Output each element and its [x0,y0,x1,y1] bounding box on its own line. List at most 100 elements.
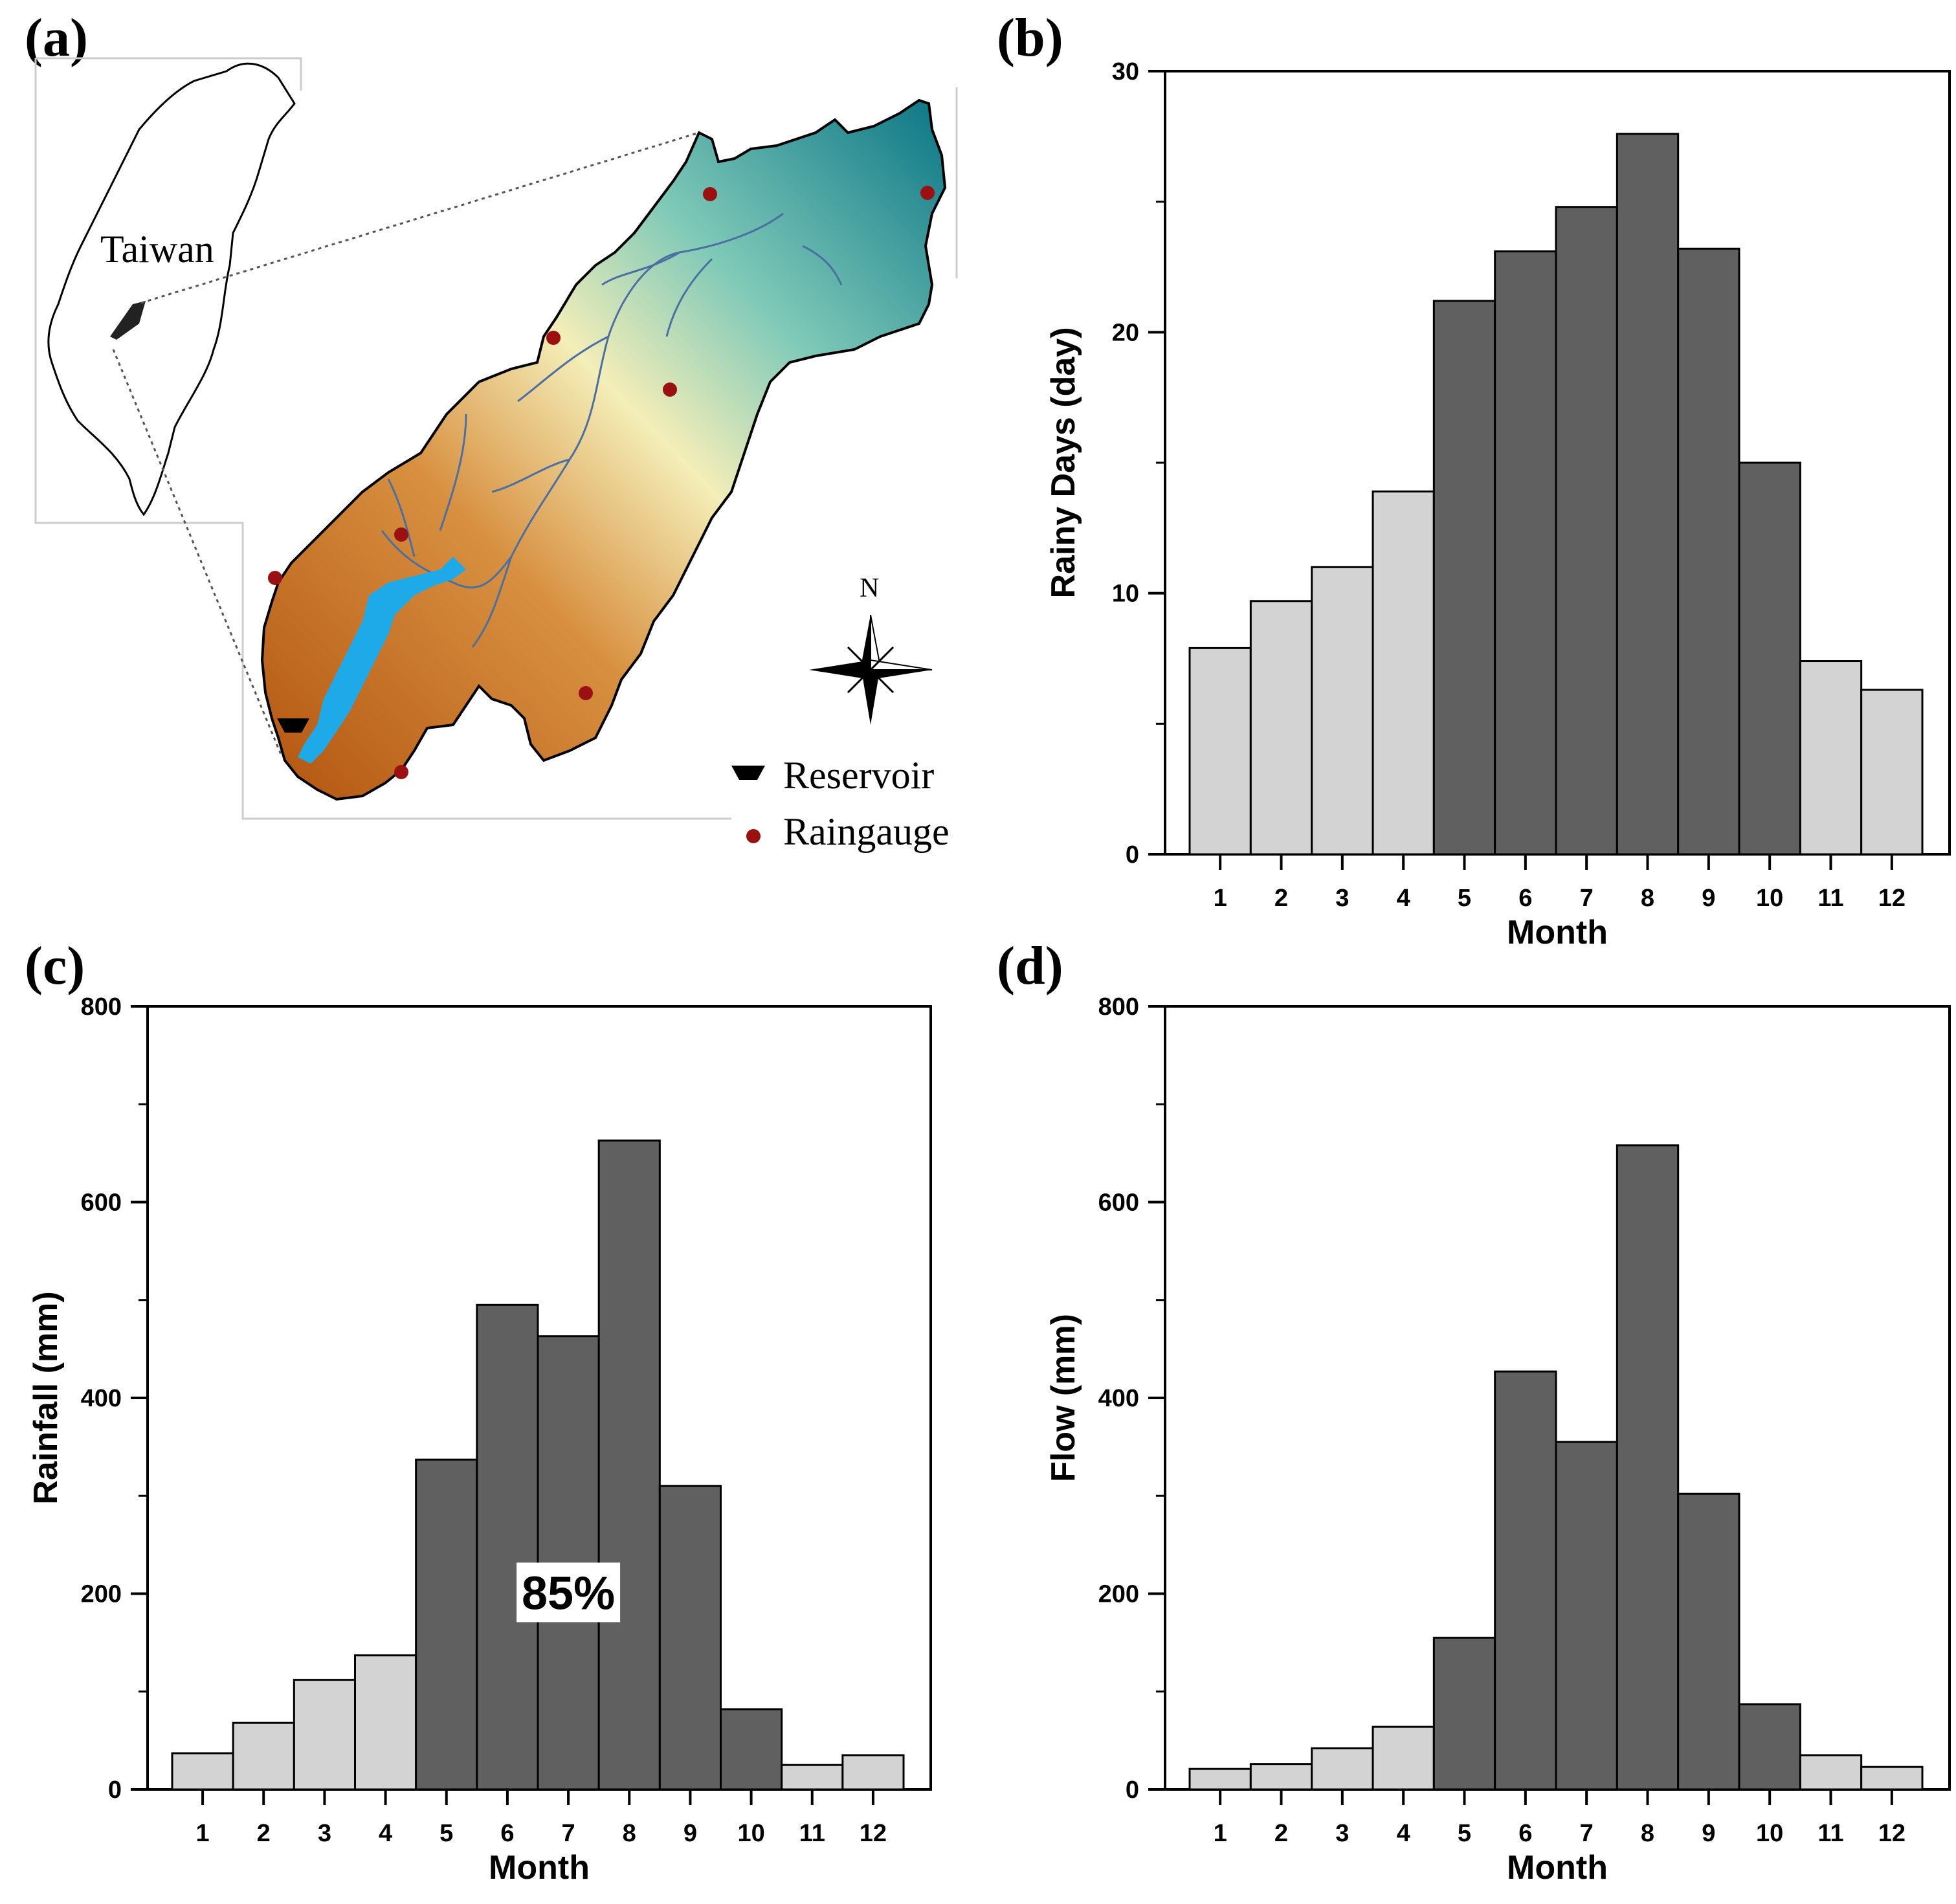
y-tick-label: 600 [1098,1190,1139,1217]
y-tick-label: 400 [81,1385,122,1412]
x-tick-label: 4 [1397,1820,1410,1847]
x-tick-label: 4 [1397,885,1410,912]
legend-raingauge-label: Raingauge [783,810,950,853]
reservoir-dam [277,718,309,733]
bar-month-11 [781,1764,844,1791]
y-tick-label: 0 [108,1777,122,1804]
watershed-dem [260,98,947,801]
inset-frame-lower [34,58,731,820]
x-tick-label: 10 [737,1820,764,1847]
bar-month-6 [1494,1370,1557,1791]
north-arrow-icon [809,614,933,725]
bar-month-5 [415,1458,478,1791]
x-tick-label: 9 [1702,1820,1715,1847]
x-tick-label: 12 [1878,885,1906,912]
x-tick-label: 12 [860,1820,887,1847]
bar-month-10 [720,1708,783,1791]
bar-month-7 [1555,206,1618,856]
bar-month-12 [1860,1766,1924,1791]
x-tick-label: 6 [1518,1820,1532,1847]
bar-month-11 [1799,1754,1863,1791]
bar-month-9 [1677,247,1740,856]
bar-month-1 [171,1752,234,1791]
taiwan-label: Taiwan [100,228,214,271]
x-tick-label: 10 [1756,1820,1783,1847]
y-tick-label: 400 [1098,1385,1139,1412]
legend-reservoir-label: Reservoir [783,754,934,797]
x-tick-label: 8 [1641,885,1654,912]
x-tick-label: 1 [1214,1820,1227,1847]
annotation-percentage: 85% [522,1568,615,1620]
x-tick-label: 9 [1702,885,1715,912]
bar-month-3 [293,1679,357,1791]
x-axis-title: Month [1507,1849,1608,1887]
panel-d-label: (d) [997,936,1063,996]
raingauge-legend-icon [746,829,761,843]
x-tick-label: 1 [196,1820,210,1847]
raingauge-point [394,765,408,779]
bar-month-4 [1372,490,1435,856]
panel-b-label: (b) [997,8,1063,68]
raingauge-point [394,527,408,542]
x-tick-label: 2 [1274,885,1288,912]
connector-line-bottom [112,349,283,757]
inset-frame [36,57,302,91]
bar-month-5 [1432,1637,1496,1791]
bar-month-6 [1494,250,1557,856]
raingauge-point [546,331,561,345]
y-tick-label: 200 [1098,1581,1139,1608]
x-tick-label: 7 [562,1820,575,1847]
x-tick-label: 3 [318,1820,331,1847]
x-axis-title: Month [1507,914,1608,951]
bar-month-9 [1677,1492,1740,1791]
bar-month-3 [1311,1747,1374,1791]
x-tick-label: 10 [1756,885,1783,912]
x-tick-label: 5 [1458,885,1471,912]
x-tick-label: 7 [1580,885,1594,912]
y-axis-title: Rainfall (mm) [27,1291,65,1504]
x-tick-label: 1 [1214,885,1227,912]
bar-month-1 [1188,1767,1252,1791]
north-label: N [860,573,879,603]
x-tick-label: 2 [257,1820,271,1847]
bar-month-8 [1616,133,1680,856]
y-tick-label: 30 [1112,58,1139,85]
x-tick-label: 7 [1580,1820,1594,1847]
y-tick-label: 800 [81,993,122,1021]
bar-month-12 [1860,689,1924,856]
y-tick-label: 800 [1098,993,1139,1021]
y-axis-title: Flow (mm) [1045,1314,1082,1482]
bar-month-8 [1616,1144,1680,1791]
x-tick-label: 11 [1817,885,1843,912]
x-tick-label: 11 [1817,1820,1843,1847]
x-tick-label: 6 [1518,885,1532,912]
reservoir-legend-icon [731,766,765,780]
raingauge-markers [268,186,935,779]
y-tick-label: 10 [1112,581,1139,608]
y-tick-label: 200 [81,1581,122,1608]
y-tick-label: 0 [1126,841,1139,869]
y-tick-label: 600 [81,1190,122,1217]
bar-month-6 [476,1303,539,1791]
bar-month-2 [1249,600,1313,856]
bar-month-5 [1432,300,1496,856]
y-axis-title: Rainy Days (day) [1045,327,1082,598]
x-tick-label: 12 [1878,1820,1906,1847]
map-legend: Reservoir Raingauge [731,754,950,853]
x-tick-label: 9 [683,1820,697,1847]
bar-month-11 [1799,660,1863,856]
x-tick-label: 2 [1274,1820,1288,1847]
x-tick-label: 3 [1335,885,1349,912]
raingauge-point [268,571,282,585]
raingauge-point [703,187,717,201]
reservoir-water [298,557,466,764]
bar-month-12 [841,1754,905,1791]
x-tick-label: 8 [1641,1820,1654,1847]
annotation-box [517,1562,621,1622]
x-tick-label: 5 [1458,1820,1471,1847]
taiwan-island-outline [47,62,296,516]
bar-month-2 [1249,1763,1313,1791]
